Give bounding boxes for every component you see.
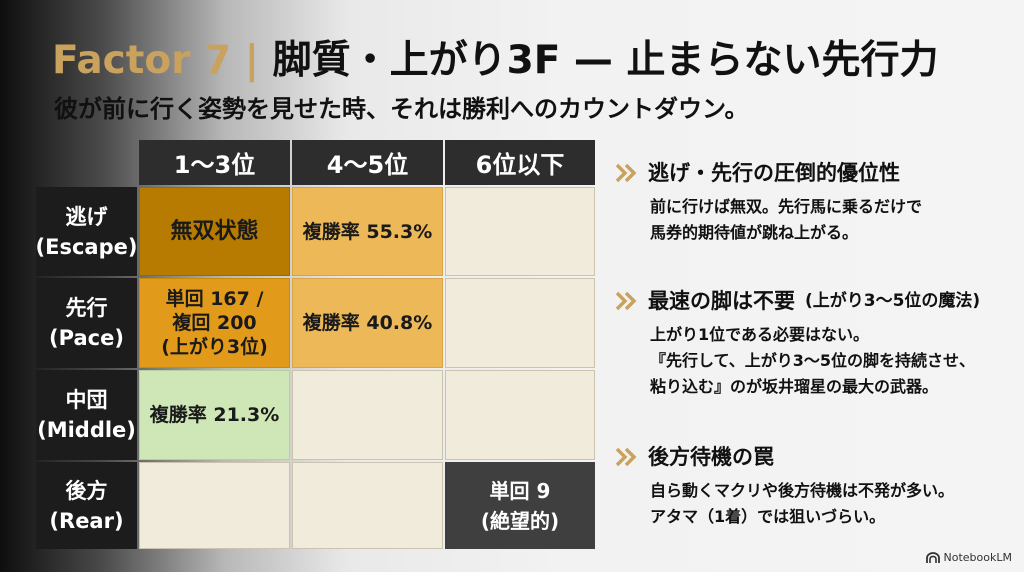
cell-rear-4to5 [292, 462, 443, 549]
cell-escape-4to5: 複勝率 55.3% [292, 187, 443, 276]
cell-text: 複勝率 21.3% [149, 404, 280, 426]
title-main: 脚質・上がり3F — 止まらない先行力 [272, 38, 939, 83]
row-header-middle: 中団 (Middle) [36, 370, 137, 460]
row-header-rear: 後方 (Rear) [36, 462, 137, 549]
row-label-en: (Middle) [37, 418, 136, 442]
slide-subtitle: 彼が前に行く姿勢を見せた時、それは勝利へのカウントダウン。 [54, 95, 749, 123]
row-label: 逃げ [65, 204, 108, 229]
cell-pace-top3: 単回 167 / 複回 200 (上がり3位) [139, 278, 290, 368]
row-label: 中団 [65, 388, 108, 412]
brand-name: NotebookLM [943, 551, 1012, 564]
double-chevron-right-icon [615, 291, 637, 311]
cell-rear-6plus: 単回 9 (絶望的) [445, 462, 595, 549]
point-body: 自ら動くマクリや後方待機は不発が多い。 アタマ（1着）では狙いづらい。 [650, 478, 954, 530]
cell-text-line: 単回 167 / [165, 288, 264, 310]
cell-text: 複勝率 40.8% [302, 312, 433, 334]
cell-text-line: (絶望的) [480, 508, 560, 533]
point-body-line: 馬券的期待値が跳ね上がる。 [650, 223, 859, 242]
point-body-line: 前に行けば無双。先行馬に乗るだけで [650, 197, 923, 216]
slide-title: Factor 7 | 脚質・上がり3F — 止まらない先行力 [52, 38, 939, 84]
row-header-pace: 先行 (Pace) [36, 278, 137, 368]
cell-middle-4to5 [292, 370, 443, 460]
cell-text: 複勝率 55.3% [302, 220, 433, 243]
cell-pace-4to5: 複勝率 40.8% [292, 278, 443, 368]
key-point: 後方待機の罠 自ら動くマクリや後方待機は不発が多い。 アタマ（1着）では狙いづら… [614, 442, 954, 530]
key-point: 最速の脚は不要 (上がり3〜5位の魔法) 上がり1位である必要はない。 『先行し… [614, 286, 980, 400]
cell-text-line: 複回 200 [172, 312, 257, 334]
double-chevron-right-icon [615, 163, 637, 183]
point-heading: 逃げ・先行の圧倒的優位性 [648, 161, 900, 185]
point-heading: 後方待機の罠 [648, 445, 774, 469]
column-header-4to5: 4〜5位 [292, 140, 443, 185]
point-heading-sub: (上がり3〜5位の魔法) [805, 291, 981, 311]
brand-watermark: NotebookLM [925, 551, 1012, 564]
row-label: 先行 [65, 296, 108, 320]
row-label-en: (Rear) [49, 508, 124, 533]
notebooklm-logo-icon [925, 551, 940, 563]
cell-escape-top3: 無双状態 [139, 187, 290, 276]
row-label-en: (Escape) [35, 234, 138, 259]
cell-middle-top3: 複勝率 21.3% [139, 370, 290, 460]
row-label: 後方 [65, 478, 108, 503]
point-heading: 最速の脚は不要 [648, 289, 795, 313]
point-body-line: 粘り込む』のが坂井瑠星の最大の武器。 [650, 377, 939, 396]
key-point: 逃げ・先行の圧倒的優位性 前に行けば無双。先行馬に乗るだけで 馬券的期待値が跳ね… [614, 158, 922, 246]
point-body-line: 自ら動くマクリや後方待機は不発が多い。 [650, 481, 955, 500]
cell-escape-6plus [445, 187, 595, 276]
point-body-line: アタマ（1着）では狙いづらい。 [650, 507, 886, 526]
cell-rear-top3 [139, 462, 290, 549]
cell-pace-6plus [445, 278, 595, 368]
double-chevron-right-icon [615, 447, 637, 467]
cell-middle-6plus [445, 370, 595, 460]
point-body: 上がり1位である必要はない。 『先行して、上がり3〜5位の脚を持続させ、 粘り込… [650, 322, 980, 400]
cell-text: 無双状態 [170, 218, 259, 244]
point-body-line: 上がり1位である必要はない。 [650, 325, 869, 344]
row-label-en: (Pace) [49, 326, 124, 350]
row-header-escape: 逃げ (Escape) [36, 187, 137, 276]
column-header-6plus: 6位以下 [445, 140, 595, 185]
column-header-top3: 1〜3位 [139, 140, 290, 185]
cell-text-line: 単回 9 [489, 478, 551, 503]
title-factor: Factor 7 | [52, 38, 259, 83]
point-body-line: 『先行して、上がり3〜5位の脚を持続させ、 [650, 351, 975, 370]
cell-text-line: (上がり3位) [161, 336, 268, 358]
point-body: 前に行けば無双。先行馬に乗るだけで 馬券的期待値が跳ね上がる。 [650, 194, 922, 246]
